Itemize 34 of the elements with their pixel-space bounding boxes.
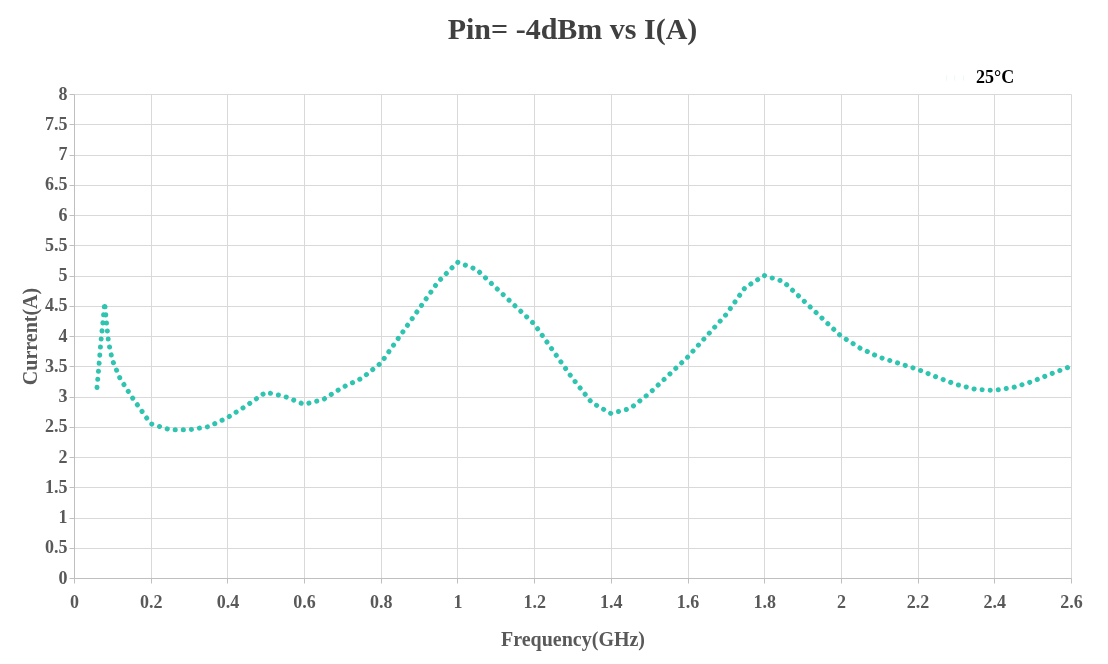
x-tick-label: 2.2 <box>906 591 930 612</box>
x-tick-label: 2 <box>836 591 846 612</box>
y-tick-label: 0 <box>58 567 68 588</box>
y-tick-label: 2.5 <box>45 416 68 437</box>
y-tick-label: 2 <box>58 446 68 467</box>
y-tick-label: 8 <box>58 83 68 104</box>
x-tick-label: 2.6 <box>1060 591 1083 612</box>
y-tick-label: 3 <box>58 386 68 406</box>
x-axis-title: Frequency(GHz) <box>500 627 646 651</box>
x-tick-label: 1.6 <box>676 591 700 612</box>
x-tick-label: 1.2 <box>523 591 546 612</box>
x-tick-label: 1.8 <box>753 591 776 612</box>
x-tick-label: 0.6 <box>293 591 316 612</box>
x-tick-label: 0.4 <box>216 591 240 612</box>
y-tick-label: 7.5 <box>45 113 68 134</box>
y-tick-label: 4 <box>58 325 68 346</box>
x-tick-label: 1 <box>453 591 463 612</box>
y-tick-label: 1.5 <box>45 476 68 497</box>
x-tick-label: 1.4 <box>600 591 623 612</box>
y-tick-label: 0.5 <box>45 537 68 558</box>
y-tick-label: 5.5 <box>45 234 68 255</box>
y-tick-label: 3.5 <box>45 355 68 376</box>
y-axis-title: Current(A) <box>19 287 42 386</box>
legend-label: 25°C <box>976 67 1015 87</box>
y-tick-label: 5 <box>58 265 68 285</box>
y-tick-label: 4.5 <box>45 295 68 316</box>
chart-title: Pin= -4dBm vs I(A) <box>447 12 698 46</box>
y-tick-label: 7 <box>58 144 68 164</box>
x-tick-label: 2.4 <box>983 591 1007 612</box>
y-tick-label: 6.5 <box>45 174 68 195</box>
y-tick-label: 6 <box>58 204 68 225</box>
x-tick-label: 0.2 <box>139 591 163 612</box>
y-tick-label: 1 <box>58 507 68 527</box>
x-tick-label: 0.8 <box>370 591 393 612</box>
